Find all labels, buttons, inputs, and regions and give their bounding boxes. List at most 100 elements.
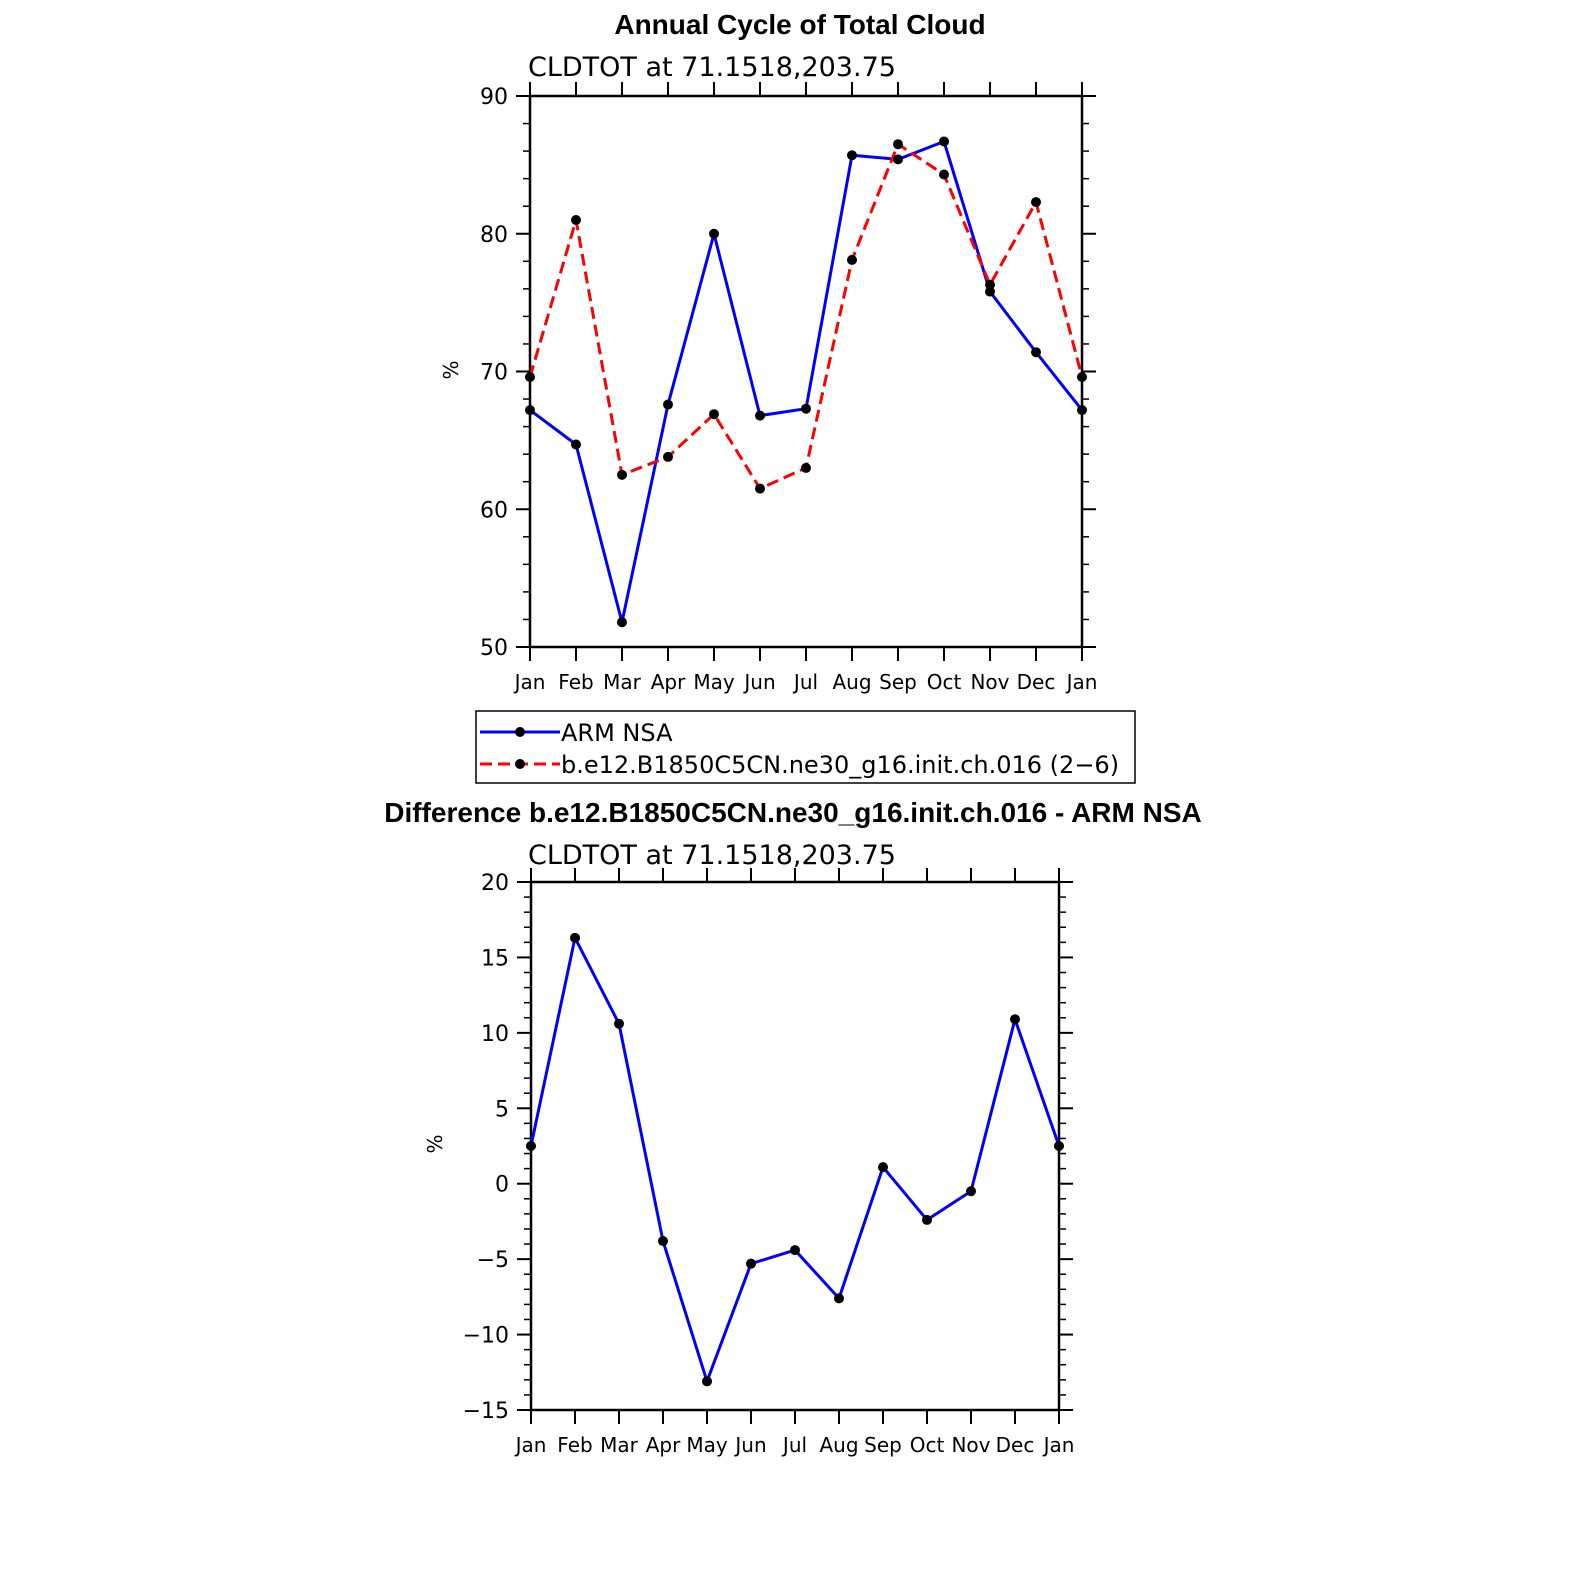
data-point — [617, 617, 627, 628]
chart-subtitle: CLDTOT at 71.1518,203.75 — [528, 52, 896, 83]
y-tick-label: −5 — [477, 1248, 509, 1273]
y-tick-label: 0 — [495, 1173, 509, 1198]
data-point — [1031, 347, 1041, 358]
x-tick-label: Dec — [1017, 670, 1056, 694]
data-point — [847, 150, 857, 161]
legend-label-model: b.e12.B1850C5CN.ne30_g16.init.ch.016 (2−… — [561, 751, 1119, 779]
plot-frame-ticks — [517, 868, 1073, 1424]
data-point — [525, 405, 535, 416]
plot-frame-ticks — [516, 82, 1096, 661]
legend-box — [475, 710, 1136, 784]
data-point — [834, 1293, 844, 1304]
y-tick-label: 70 — [480, 361, 508, 386]
x-tick-label: Aug — [832, 670, 871, 694]
x-tick-label: Sep — [879, 670, 917, 694]
data-point — [847, 254, 857, 265]
series-line-difference — [529, 936, 1061, 1383]
series-layer — [526, 932, 1064, 1387]
data-point — [526, 1141, 536, 1151]
data-point — [702, 1376, 712, 1387]
y-tick-label: 5 — [495, 1097, 509, 1122]
data-point — [709, 409, 719, 420]
legend-marker-arm-nsa — [515, 727, 525, 737]
data-point — [1010, 1014, 1020, 1025]
x-tick-labels: Jan Feb Mar Apr May Jun Jul Aug Sep Oct Nov Dec Jan — [514, 1433, 1075, 1457]
y-tick-label: 10 — [481, 1022, 509, 1047]
x-tick-label: Jun — [733, 1433, 766, 1457]
x-tick-label: Jan — [514, 1433, 547, 1457]
y-tick-label: 60 — [480, 498, 508, 523]
data-point — [985, 286, 995, 297]
chart-subtitle: CLDTOT at 71.1518,203.75 — [528, 840, 896, 871]
x-tick-label: Feb — [558, 670, 593, 694]
series-layer — [525, 136, 1087, 628]
x-tick-labels: Jan Feb Mar Apr May Jun Jul Aug Sep Oct Nov Dec Jan — [513, 670, 1098, 694]
data-point — [755, 410, 765, 421]
data-point — [801, 462, 811, 473]
chart-title: Difference b.e12.B1850C5CN.ne30_g16.init… — [384, 797, 1201, 828]
y-axis-label: % — [423, 1134, 447, 1153]
x-tick-label: Mar — [600, 1433, 639, 1457]
legend: ARM NSA b.e12.B1850C5CN.ne30_g16.init.ch… — [475, 710, 1136, 784]
x-tick-label: Apr — [646, 1433, 681, 1457]
plot-frame — [529, 880, 1061, 1412]
data-point — [571, 214, 581, 225]
x-tick-label: Feb — [557, 1433, 592, 1457]
x-tick-label: Jan — [1042, 1433, 1075, 1457]
data-point — [878, 1162, 888, 1173]
y-tick-labels: 50 60 70 80 90 — [480, 85, 508, 661]
x-tick-label: Jan — [1065, 670, 1098, 694]
y-tick-label: 90 — [480, 85, 508, 110]
data-point — [663, 451, 673, 462]
legend-label-arm-nsa: ARM NSA — [561, 719, 673, 747]
data-point — [939, 136, 949, 147]
data-point — [1077, 372, 1087, 383]
data-point — [893, 139, 903, 150]
x-tick-label: Jul — [792, 670, 818, 694]
x-tick-label: Jun — [742, 670, 775, 694]
x-tick-label: Nov — [970, 670, 1009, 694]
x-tick-label: Dec — [996, 1433, 1035, 1457]
legend-entry-model: b.e12.B1850C5CN.ne30_g16.init.ch.016 (2−… — [480, 751, 1119, 779]
annual-cycle-chart: Annual Cycle of Total Cloud CLDTOT at 71… — [439, 9, 1097, 694]
series-line-b-e12-b1850c5cn-ne30-g16-init-ch-016-2-6 — [528, 142, 1084, 491]
difference-chart: Difference b.e12.B1850C5CN.ne30_g16.init… — [384, 797, 1201, 1457]
data-point — [755, 483, 765, 494]
data-point — [571, 439, 581, 450]
y-tick-label: −10 — [463, 1324, 509, 1349]
data-point — [801, 403, 811, 414]
data-point — [1031, 197, 1041, 208]
x-tick-label: Apr — [651, 670, 686, 694]
y-tick-label: 80 — [480, 223, 508, 248]
data-point — [985, 279, 995, 290]
data-point — [525, 372, 535, 383]
plot-frame — [528, 94, 1084, 649]
x-tick-label: Oct — [927, 670, 962, 694]
data-point — [617, 469, 627, 480]
x-tick-label: Nov — [951, 1433, 990, 1457]
x-tick-label: Mar — [603, 670, 642, 694]
y-tick-label: 15 — [481, 946, 509, 971]
data-point — [922, 1214, 932, 1225]
x-tick-label: May — [693, 670, 735, 694]
y-tick-labels: −15 −10 −5 0 5 10 15 20 — [463, 871, 509, 1424]
data-point — [614, 1018, 624, 1029]
data-point — [658, 1236, 668, 1247]
x-tick-label: Aug — [819, 1433, 858, 1457]
x-tick-label: Jul — [781, 1433, 807, 1457]
y-tick-label: 20 — [481, 871, 509, 896]
data-point — [790, 1245, 800, 1256]
y-tick-label: 50 — [480, 636, 508, 661]
series-line-arm-nsa — [529, 140, 1084, 624]
y-axis-label: % — [439, 360, 463, 379]
data-point — [663, 399, 673, 410]
x-tick-label: Oct — [910, 1433, 945, 1457]
data-point — [966, 1186, 976, 1197]
data-point — [1054, 1141, 1064, 1151]
data-point — [1077, 405, 1087, 416]
data-point — [893, 154, 903, 165]
data-point — [939, 169, 949, 180]
data-point — [570, 932, 580, 943]
x-tick-label: Jan — [513, 670, 546, 694]
